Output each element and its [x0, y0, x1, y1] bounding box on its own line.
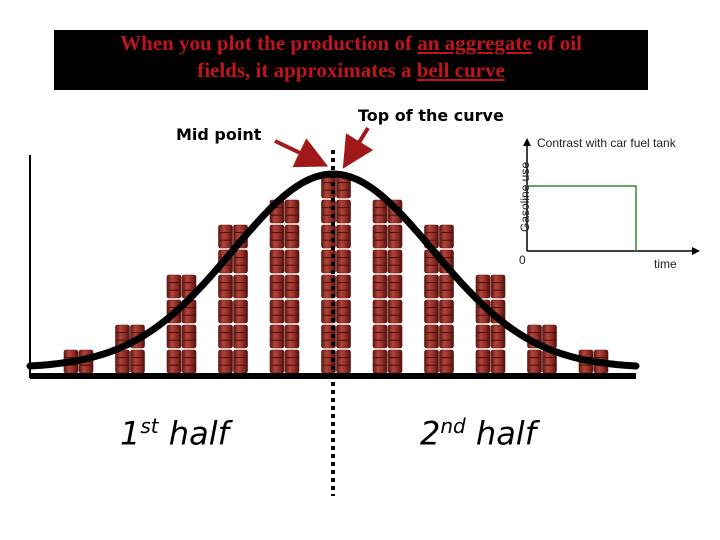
oil-barrel — [336, 299, 351, 324]
oil-barrel — [336, 224, 351, 249]
oil-barrel — [336, 199, 351, 224]
top-curve-arrow — [342, 126, 374, 169]
oil-barrel — [321, 224, 336, 249]
oil-barrel — [284, 224, 300, 249]
oil-barrel — [490, 349, 506, 374]
oil-barrel — [321, 249, 336, 274]
oil-barrel — [372, 299, 388, 324]
oil-barrel — [372, 324, 388, 349]
oil-barrel — [372, 249, 388, 274]
oil-barrel — [387, 324, 403, 349]
oil-barrel — [233, 249, 248, 274]
oil-barrel — [475, 324, 491, 349]
oil-barrel — [130, 349, 145, 374]
inset-x-label: time — [654, 257, 677, 271]
oil-barrel — [269, 274, 285, 299]
inset-title: Contrast with car fuel tank — [537, 136, 676, 150]
oil-barrel — [387, 224, 403, 249]
oil-barrel — [181, 324, 197, 349]
fuel-tank-inset — [523, 138, 700, 255]
slide-title: When you plot the production of an aggre… — [54, 30, 648, 90]
oil-barrel — [439, 299, 454, 324]
inset-y-label: Gasoline use — [518, 161, 532, 233]
oil-barrel — [269, 299, 285, 324]
oil-barrel — [269, 349, 285, 374]
title-line1-text: When you plot the production of — [120, 31, 418, 55]
oil-barrel — [424, 274, 439, 299]
title-link-bell-curve[interactable]: bell curve — [416, 58, 505, 82]
oil-barrel — [336, 274, 351, 299]
mid-point-arrow — [274, 138, 329, 168]
mid-point-label: Mid point — [176, 125, 262, 144]
oil-barrel — [424, 299, 439, 324]
inset-x-arrowhead — [692, 247, 700, 255]
second-half-label: 2nd half — [420, 414, 536, 453]
barrel-stacks — [63, 174, 609, 374]
oil-barrel — [115, 349, 130, 374]
oil-barrel — [218, 349, 233, 374]
inset-y-arrowhead — [523, 138, 531, 146]
oil-barrel — [321, 174, 336, 199]
inset-origin-label: 0 — [519, 253, 526, 267]
oil-barrel — [372, 224, 388, 249]
oil-barrel — [527, 349, 542, 374]
oil-barrel — [233, 324, 248, 349]
oil-barrel — [166, 349, 182, 374]
oil-barrel — [387, 299, 403, 324]
title-line2-text: fields, it approximates a — [197, 58, 417, 82]
oil-barrel — [284, 274, 300, 299]
oil-barrel — [439, 324, 454, 349]
oil-barrel — [372, 349, 388, 374]
oil-barrel — [181, 349, 197, 374]
oil-barrel — [336, 349, 351, 374]
oil-barrel — [269, 324, 285, 349]
first-half-label: 1st half — [120, 414, 229, 453]
oil-barrel — [439, 349, 454, 374]
title-line-2: fields, it approximates a bell curve — [54, 57, 648, 84]
title-link-aggregate[interactable]: an aggregate — [417, 31, 532, 55]
oil-barrel — [387, 249, 403, 274]
oil-barrel — [284, 349, 300, 374]
oil-barrel — [284, 199, 300, 224]
oil-barrel — [321, 199, 336, 224]
oil-barrel — [424, 324, 439, 349]
oil-barrel — [439, 224, 454, 249]
inset-usage-line — [527, 185, 637, 251]
oil-barrel — [269, 249, 285, 274]
title-line1-end: of oil — [531, 31, 582, 55]
oil-barrel — [372, 199, 388, 224]
oil-barrel — [387, 274, 403, 299]
oil-barrel — [233, 349, 248, 374]
oil-barrel — [284, 249, 300, 274]
oil-barrel — [336, 324, 351, 349]
oil-barrel — [475, 349, 491, 374]
oil-barrel — [166, 274, 182, 299]
oil-barrel — [336, 249, 351, 274]
oil-barrel — [424, 349, 439, 374]
oil-barrel — [284, 324, 300, 349]
oil-barrel — [284, 299, 300, 324]
top-of-curve-label: Top of the curve — [358, 106, 504, 125]
oil-barrel — [490, 324, 506, 349]
oil-barrel — [387, 349, 403, 374]
oil-barrel — [233, 274, 248, 299]
oil-barrel — [475, 274, 491, 299]
oil-barrel — [372, 274, 388, 299]
oil-barrel — [269, 224, 285, 249]
oil-barrel — [218, 299, 233, 324]
oil-barrel — [166, 324, 182, 349]
oil-barrel — [218, 324, 233, 349]
title-line-1: When you plot the production of an aggre… — [54, 30, 648, 57]
oil-barrel — [218, 274, 233, 299]
oil-barrel — [218, 224, 233, 249]
oil-barrel — [439, 274, 454, 299]
oil-barrel — [233, 299, 248, 324]
oil-barrel — [490, 274, 506, 299]
